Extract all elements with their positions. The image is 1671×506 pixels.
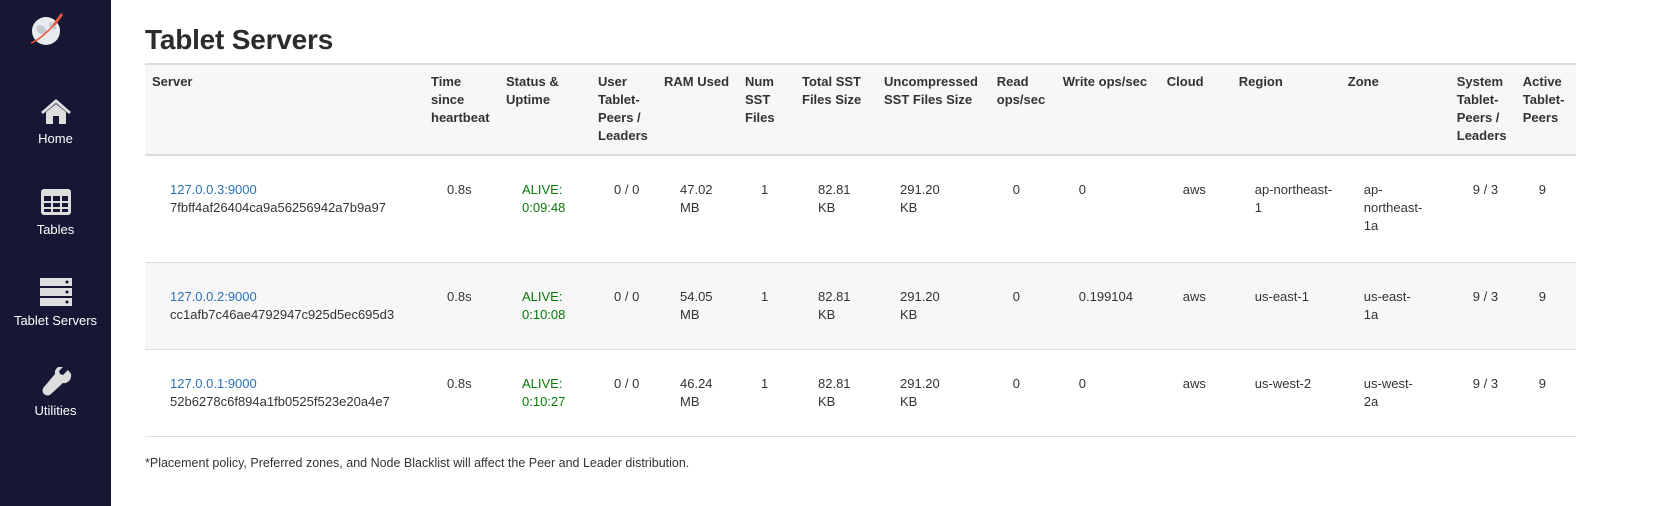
table-icon: [40, 189, 71, 215]
sidebar-item-label: Home: [38, 131, 73, 146]
table-row: 127.0.0.1:9000 52b6278c6f894a1fb0525f523e…: [145, 349, 1576, 437]
cloud-cell: aws: [1159, 262, 1232, 350]
write-ops-cell: 0: [1055, 349, 1160, 437]
ram-cell: 47.02 MB: [657, 155, 738, 263]
num-sst-cell: 1: [738, 349, 795, 437]
table-row: 127.0.0.2:9000 cc1afb7c46ae4792947c925d5e…: [145, 262, 1576, 350]
read-ops-cell: 0: [989, 349, 1056, 437]
region-cell: us-west-2: [1231, 349, 1341, 437]
server-uuid: 7fbff4af26404ca9a56256942a7b9a97: [170, 200, 386, 215]
user-peers-cell: 0 / 0: [591, 155, 657, 263]
server-icon: [39, 278, 72, 306]
column-header[interactable]: Uncompressed SST Files Size: [877, 63, 990, 156]
server-uuid: 52b6278c6f894a1fb0525f523e20a4e7: [170, 393, 390, 409]
server-link[interactable]: 127.0.0.2:9000: [170, 288, 257, 304]
placement-note: *Placement policy, Preferred zones, and …: [145, 456, 690, 470]
sidebar-item-label: Tablet Servers: [13, 313, 98, 328]
zone-cell: us-west-2a: [1340, 349, 1450, 437]
server-link[interactable]: 127.0.0.3:9000: [170, 182, 257, 197]
region-cell: ap-northeast-1: [1231, 155, 1341, 263]
column-header[interactable]: User Tablet-Peers / Leaders: [591, 63, 657, 156]
sidebar-item-label: Tables: [36, 222, 75, 237]
user-peers-cell: 0 / 0: [591, 262, 657, 350]
column-header[interactable]: Region: [1231, 63, 1341, 156]
uncompressed-sst-cell: 291.20 KB: [877, 349, 990, 437]
zone-cell: ap-northeast-1a: [1340, 155, 1450, 263]
column-header[interactable]: Zone: [1340, 63, 1450, 156]
cloud-cell: aws: [1159, 155, 1232, 263]
total-sst-cell: 82.81 KB: [795, 155, 877, 263]
read-ops-cell: 0: [989, 262, 1056, 350]
write-ops-cell: 0.199104: [1055, 262, 1160, 350]
column-header[interactable]: Cloud: [1159, 63, 1232, 156]
total-sst-cell: 82.81 KB: [795, 262, 877, 350]
column-header[interactable]: Read ops/sec: [989, 63, 1056, 156]
wrench-icon: [42, 367, 71, 396]
status-cell: ALIVE: 0:09:48: [499, 155, 591, 263]
column-header[interactable]: Num SST Files: [738, 63, 795, 156]
logo-icon[interactable]: [27, 10, 67, 50]
home-icon: [40, 99, 71, 124]
total-sst-cell: 82.81 KB: [795, 349, 877, 437]
system-peers-cell: 9 / 3: [1449, 262, 1516, 350]
write-ops-cell: 0: [1055, 155, 1160, 263]
sidebar-item-home[interactable]: Home: [0, 97, 111, 146]
heartbeat-cell: 0.8s: [424, 155, 499, 263]
active-peers-cell: 9: [1515, 262, 1576, 350]
num-sst-cell: 1: [738, 262, 795, 350]
server-link[interactable]: 127.0.0.1:9000: [170, 375, 257, 391]
column-header[interactable]: Active Tablet-Peers: [1515, 63, 1576, 156]
column-header[interactable]: Write ops/sec: [1055, 63, 1160, 156]
heartbeat-cell: 0.8s: [424, 262, 499, 350]
column-header[interactable]: Total SST Files Size: [795, 63, 877, 156]
page-title: Tablet Servers: [145, 24, 334, 55]
server-cell: 127.0.0.3:9000 7fbff4af26404ca9a56256942a…: [145, 155, 424, 263]
uncompressed-sst-cell: 291.20 KB: [877, 262, 990, 350]
sidebar-item-tables[interactable]: Tables: [0, 188, 111, 237]
system-peers-cell: 9 / 3: [1449, 349, 1516, 437]
status-cell: ALIVE: 0:10:27: [499, 349, 591, 437]
server-uuid: cc1afb7c46ae4792947c925d5ec695d3: [170, 306, 395, 322]
sidebar: Home Tables Tablet Servers Utilities: [0, 0, 111, 506]
system-peers-cell: 9 / 3: [1449, 155, 1516, 263]
ram-cell: 46.24 MB: [657, 349, 738, 437]
main-content: Tablet Servers Server Time since heartbea…: [145, 0, 1671, 506]
zone-cell: us-east-1a: [1340, 262, 1450, 350]
cloud-cell: aws: [1159, 349, 1232, 437]
active-peers-cell: 9: [1515, 349, 1576, 437]
heartbeat-cell: 0.8s: [424, 349, 499, 437]
uncompressed-sst-cell: 291.20 KB: [877, 155, 990, 263]
sidebar-item-utilities[interactable]: Utilities: [0, 367, 111, 418]
active-peers-cell: 9: [1515, 155, 1576, 263]
region-cell: us-east-1: [1231, 262, 1341, 350]
user-peers-cell: 0 / 0: [591, 349, 657, 437]
status-cell: ALIVE: 0:10:08: [499, 262, 591, 350]
server-cell: 127.0.0.2:9000 cc1afb7c46ae4792947c925d5e…: [145, 262, 424, 350]
server-cell: 127.0.0.1:9000 52b6278c6f894a1fb0525f523e…: [145, 349, 424, 437]
column-header[interactable]: Time since heartbeat: [424, 63, 499, 156]
table-row: 127.0.0.3:9000 7fbff4af26404ca9a56256942a…: [145, 155, 1576, 263]
sidebar-item-tablet-servers[interactable]: Tablet Servers: [0, 277, 111, 328]
num-sst-cell: 1: [738, 155, 795, 263]
column-header[interactable]: RAM Used: [657, 63, 738, 156]
ram-cell: 54.05 MB: [657, 262, 738, 350]
column-header[interactable]: Server: [145, 63, 424, 156]
column-header[interactable]: System Tablet-Peers / Leaders: [1449, 63, 1516, 156]
sidebar-item-label: Utilities: [34, 403, 77, 418]
tablet-servers-table: Server Time since heartbeat Status & Uptim…: [145, 63, 1576, 437]
column-header[interactable]: Status & Uptime: [499, 63, 591, 156]
read-ops-cell: 0: [989, 155, 1056, 263]
